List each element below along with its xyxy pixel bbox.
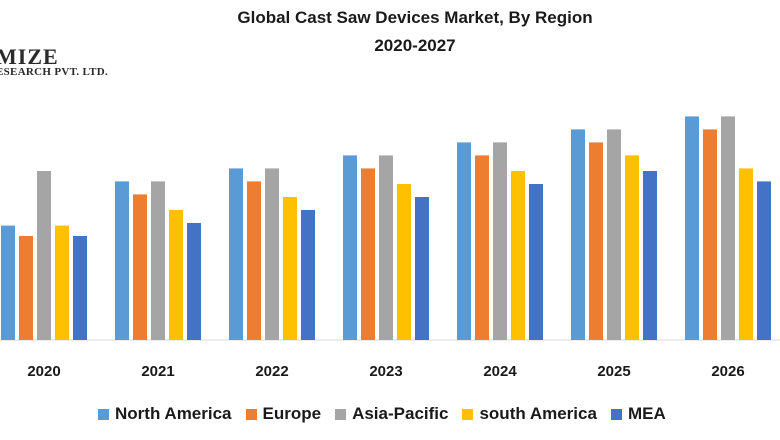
legend-label: MEA [627,404,666,423]
legend-label: Europe [262,404,322,423]
company-logo: MIZE ESEARCH PVT. LTD. [0,44,108,78]
bar-north-america-2022 [229,168,243,340]
bar-europe-2022 [247,181,261,340]
bar-europe-2021 [133,194,147,340]
legend-swatch [610,408,622,420]
legend-item: MEA [610,404,666,424]
bar-mea-2020 [73,236,87,340]
legend-swatch [462,408,474,420]
bar-south-america-2020 [55,225,69,340]
bar-mea-2024 [529,184,543,340]
bar-north-america-2025 [571,129,585,340]
bar-north-america-2020 [1,225,15,340]
bar-south-america-2022 [283,197,297,340]
bar-north-america-2024 [457,142,471,340]
bar-asia-pacific-2022 [265,168,279,340]
bar-south-america-2025 [625,155,639,340]
legend-swatch [98,408,109,420]
x-tick-label: 2023 [369,363,402,380]
bar-europe-2025 [589,142,603,340]
bar-asia-pacific-2020 [37,171,51,340]
bar-europe-2023 [361,168,375,340]
bar-mea-2022 [301,210,315,340]
bar-north-america-2021 [115,181,129,340]
x-tick-label: 2021 [141,363,174,380]
logo-tagline: ESEARCH PVT. LTD. [0,66,109,78]
bar-asia-pacific-2025 [607,129,621,340]
bar-asia-pacific-2024 [493,142,507,340]
bar-europe-2020 [19,236,33,340]
chart-title: Global Cast Saw Devices Market, By Regio… [237,8,593,27]
bar-mea-2023 [415,197,429,340]
bar-asia-pacific-2026 [721,116,735,341]
bar-asia-pacific-2023 [379,155,393,340]
x-tick-label: 2026 [711,363,744,380]
legend-item: Asia-Pacific [335,404,448,424]
legend-label: south America [479,404,597,423]
bar-south-america-2021 [169,210,183,340]
legend-item: North America [98,404,232,424]
legend-item: Europe [245,404,322,424]
legend-swatch [245,408,257,420]
bar-europe-2026 [703,129,717,340]
x-tick-label: 2025 [597,363,630,380]
bar-mea-2025 [643,171,657,340]
x-tick-label: 2024 [483,363,517,380]
chart-subtitle: 2020-2027 [374,36,456,55]
bar-mea-2026 [757,181,771,340]
bar-south-america-2023 [397,184,411,340]
bar-north-america-2026 [685,116,699,341]
x-tick-label: 2022 [255,363,288,380]
bar-south-america-2024 [511,171,525,340]
legend: North America Europe Asia-Pacific south Ame… [98,404,680,424]
legend-item: south America [462,404,597,424]
bar-north-america-2023 [343,155,357,340]
logo-wordmark: MIZE [0,44,59,69]
bar-south-america-2026 [739,168,753,340]
legend-label: Asia-Pacific [352,404,449,423]
bar-europe-2024 [475,155,489,340]
legend-swatch [335,408,347,420]
x-tick-label: 2020 [27,363,60,380]
legend-label: North America [115,404,232,423]
bar-asia-pacific-2021 [151,181,165,340]
bar-mea-2021 [187,223,201,340]
